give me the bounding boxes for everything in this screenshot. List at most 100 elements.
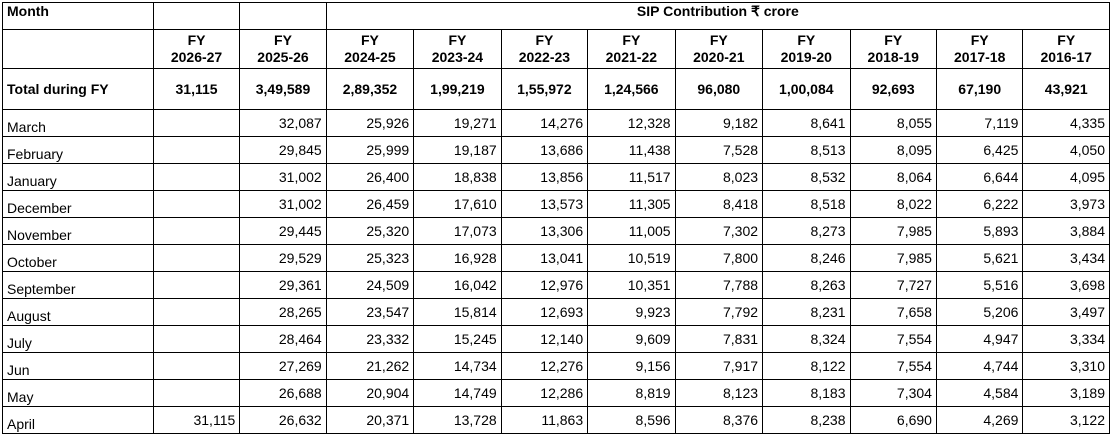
header-row-title: Month SIP Contribution ₹ crore (2, 2, 1111, 30)
fy-label: FY (884, 32, 903, 48)
fy-year: 2021-22 (605, 49, 658, 65)
value-cell: 7,917 (674, 352, 764, 380)
value-cell: 3,310 (1022, 352, 1110, 380)
value-cell: 5,893 (935, 217, 1024, 245)
value-cell: 11,438 (587, 136, 676, 164)
value-cell: 16,928 (413, 244, 502, 272)
total-label: Total during FY (2, 68, 154, 110)
value-cell: 4,744 (935, 352, 1024, 380)
value-cell (152, 217, 241, 245)
value-cell: 7,528 (674, 136, 764, 164)
value-cell (152, 379, 241, 407)
fy-year: 2019-20 (780, 49, 832, 65)
table-row: October 29,529 25,323 16,928 13,041 10,519 7,8… (2, 244, 1110, 272)
fy-year: 2016-17 (1040, 49, 1092, 65)
fy-column-header: FY 2023-24 (413, 29, 502, 69)
value-cell (152, 190, 241, 218)
value-cell: 3,497 (1022, 298, 1110, 326)
fy-column-header: FY 2022-23 (500, 29, 589, 69)
value-cell: 26,459 (325, 190, 415, 218)
total-cell: 1,99,219 (413, 68, 502, 110)
value-cell: 5,516 (935, 271, 1024, 299)
table-row: March 32,087 25,926 19,271 14,276 12,328 9,182… (2, 109, 1110, 137)
value-cell: 21,262 (325, 352, 415, 380)
value-cell: 8,055 (849, 109, 937, 137)
value-cell: 8,376 (674, 406, 764, 434)
value-cell: 9,923 (587, 298, 676, 326)
total-cell: 2,89,352 (325, 68, 415, 110)
value-cell: 12,140 (500, 325, 589, 353)
value-cell: 7,304 (849, 379, 937, 407)
value-cell: 7,985 (849, 244, 937, 272)
value-cell: 11,305 (587, 190, 676, 218)
value-cell: 29,361 (239, 271, 327, 299)
value-cell: 8,064 (849, 163, 937, 191)
value-cell: 7,727 (849, 271, 937, 299)
value-cell: 26,632 (239, 406, 327, 434)
fy-year: 2024-25 (344, 49, 396, 65)
value-cell: 7,554 (849, 325, 937, 353)
value-cell (152, 298, 241, 326)
value-cell: 13,573 (500, 190, 589, 218)
value-cell: 3,334 (1022, 325, 1110, 353)
value-cell (152, 163, 241, 191)
total-cell: 1,24,566 (587, 68, 676, 110)
value-cell: 11,863 (500, 406, 589, 434)
month-label: March (2, 109, 154, 137)
value-cell: 17,073 (413, 217, 502, 245)
fy-column-header: FY 2024-25 (325, 29, 415, 69)
table-row: September 29,361 24,509 16,042 12,976 10,351 7… (2, 271, 1110, 299)
value-cell: 4,947 (935, 325, 1024, 353)
table-row: Jun 27,269 21,262 14,734 12,276 9,156 7,917 8,1… (2, 352, 1110, 380)
value-cell: 12,976 (500, 271, 589, 299)
month-label: October (2, 244, 154, 272)
total-cell: 3,49,589 (239, 68, 327, 110)
value-cell: 3,973 (1022, 190, 1110, 218)
value-cell: 31,002 (239, 190, 327, 218)
value-cell: 13,728 (413, 406, 502, 434)
table-row: April 31,115 26,632 20,371 13,728 11,863 8,596… (2, 406, 1110, 434)
value-cell: 16,042 (413, 271, 502, 299)
value-cell: 9,156 (587, 352, 676, 380)
value-cell: 7,800 (674, 244, 764, 272)
value-cell: 15,814 (413, 298, 502, 326)
total-cell: 96,080 (674, 68, 764, 110)
header-blank-cell (239, 2, 327, 30)
table-row: January 31,002 26,400 18,838 13,856 11,517 8,0… (2, 163, 1110, 191)
value-cell: 27,269 (239, 352, 327, 380)
value-cell: 6,222 (935, 190, 1024, 218)
value-cell: 4,095 (1022, 163, 1110, 191)
fy-label: FY (1057, 32, 1076, 48)
month-label: July (2, 325, 154, 353)
month-label: December (2, 190, 154, 218)
value-cell: 26,688 (239, 379, 327, 407)
table-title: SIP Contribution ₹ crore (325, 2, 1111, 30)
fy-label: FY (448, 32, 467, 48)
value-cell: 5,621 (935, 244, 1024, 272)
fy-column-header: FY 2018-19 (849, 29, 937, 69)
value-cell: 8,231 (762, 298, 851, 326)
fy-column-header: FY 2019-20 (762, 29, 851, 69)
value-cell (152, 325, 241, 353)
value-cell: 8,518 (762, 190, 851, 218)
value-cell: 3,122 (1022, 406, 1110, 434)
value-cell: 12,328 (587, 109, 676, 137)
table-row: August 28,265 23,547 15,814 12,693 9,923 7,792… (2, 298, 1110, 326)
value-cell: 14,276 (500, 109, 589, 137)
value-cell: 12,693 (500, 298, 589, 326)
value-cell: 7,119 (935, 109, 1024, 137)
value-cell: 25,323 (325, 244, 415, 272)
value-cell: 10,519 (587, 244, 676, 272)
value-cell: 29,529 (239, 244, 327, 272)
value-cell: 18,838 (413, 163, 502, 191)
header-blank-cell (2, 29, 154, 69)
value-cell: 26,400 (325, 163, 415, 191)
value-cell: 4,335 (1022, 109, 1110, 137)
total-cell: 31,115 (152, 68, 241, 110)
value-cell: 20,371 (325, 406, 415, 434)
value-cell: 6,690 (849, 406, 937, 434)
value-cell: 28,265 (239, 298, 327, 326)
value-cell: 4,584 (935, 379, 1024, 407)
fy-label: FY (622, 32, 641, 48)
value-cell: 8,418 (674, 190, 764, 218)
